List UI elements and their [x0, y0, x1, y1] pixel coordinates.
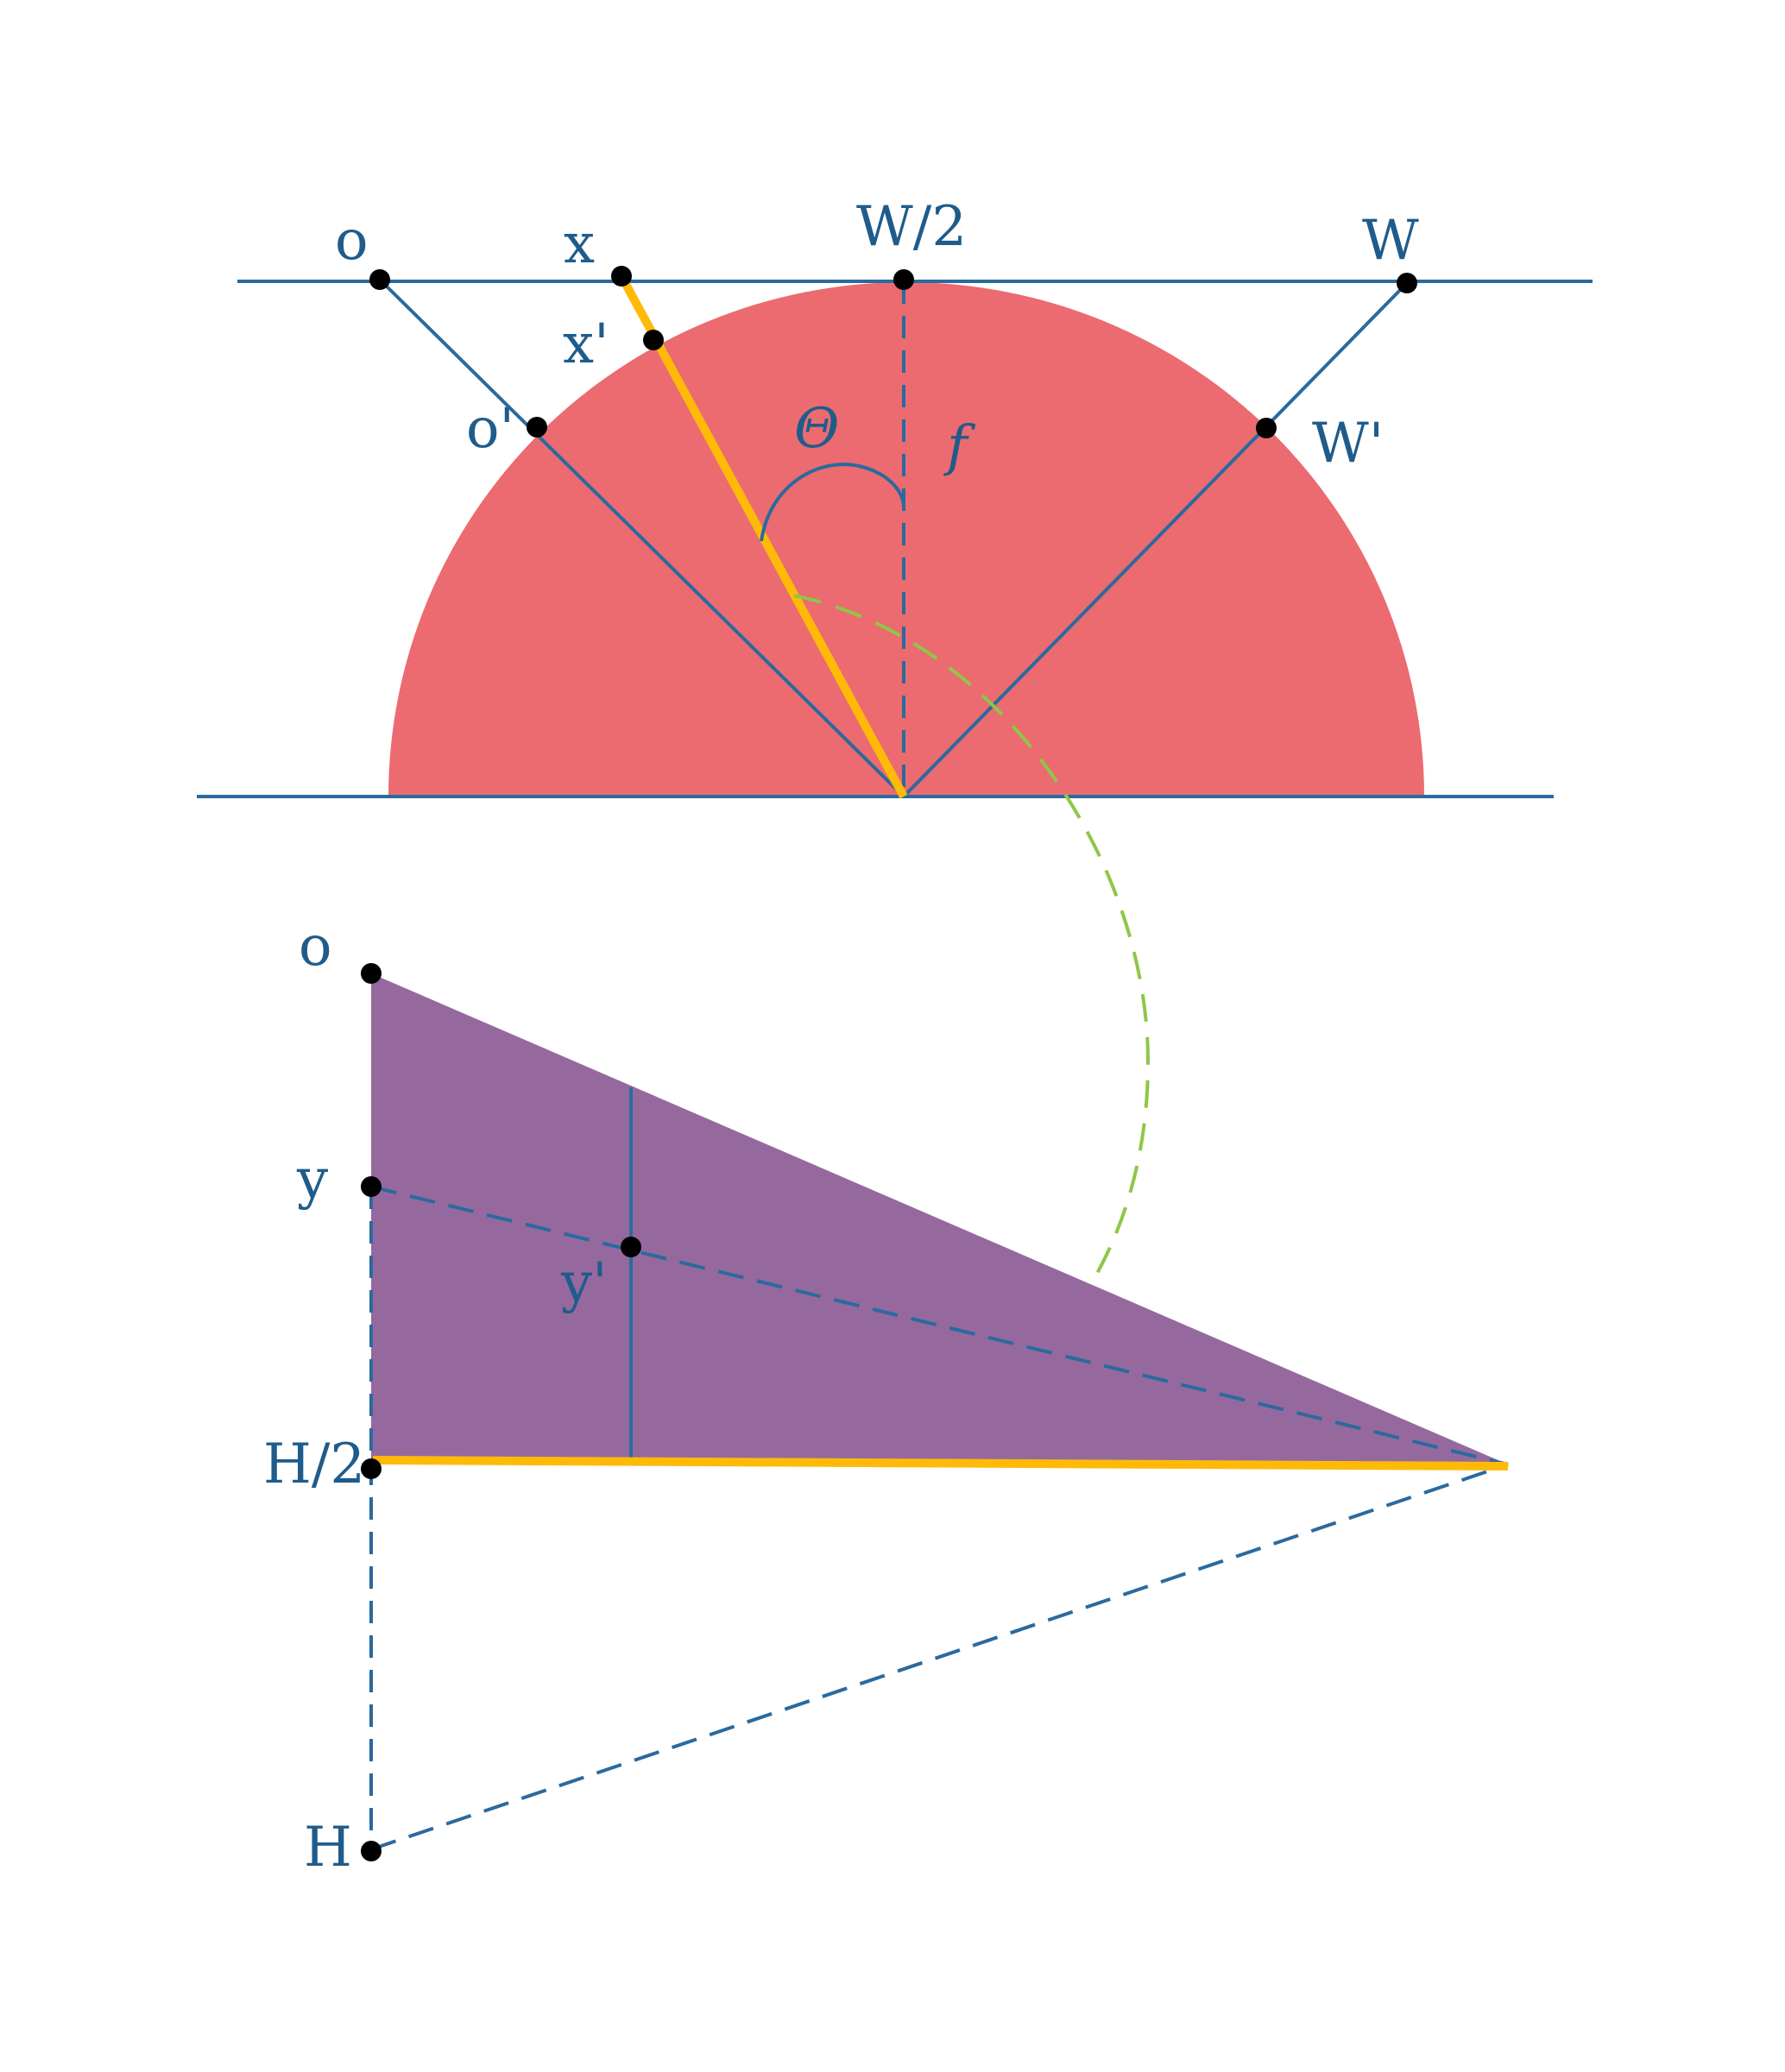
projection-semicircle — [388, 282, 1424, 797]
point-x — [611, 266, 632, 287]
label-o-bottom: o — [299, 915, 332, 979]
point-o — [369, 269, 390, 290]
point-y-prime — [621, 1237, 641, 1257]
label-y: y — [296, 1148, 328, 1212]
label-w-prime: W' — [1312, 412, 1384, 475]
label-o-prime: o' — [466, 397, 514, 461]
point-o-prime — [527, 417, 547, 438]
point-h — [361, 1841, 382, 1861]
label-w-half: W/2 — [856, 195, 967, 259]
point-h-half — [361, 1458, 382, 1479]
point-w-prime — [1256, 418, 1277, 438]
mapping-arrow-path — [793, 594, 1151, 1460]
point-w — [1397, 273, 1417, 293]
ray-y-dashed-line — [370, 1185, 1509, 1466]
label-y-prime: y' — [560, 1251, 608, 1315]
label-x-prime: x' — [563, 312, 609, 376]
theta-angle-arc — [760, 463, 905, 542]
ray-right — [902, 281, 1409, 798]
label-o-top: o — [335, 209, 369, 273]
label-h: H — [304, 1816, 352, 1880]
label-theta: Θ — [794, 397, 839, 461]
lower-diagonal-dashed-line — [370, 1463, 1509, 1851]
label-x: x — [564, 212, 595, 276]
vertical-projection-triangle — [371, 973, 1508, 1464]
point-o-bottom — [361, 963, 382, 984]
ray-left — [378, 278, 905, 798]
label-h-half: H/2 — [263, 1433, 365, 1496]
point-w-half — [893, 269, 914, 290]
h-half-highlight — [372, 1456, 1509, 1471]
point-y — [361, 1176, 382, 1197]
label-w: W — [1362, 209, 1419, 273]
point-x-prime — [643, 330, 664, 350]
